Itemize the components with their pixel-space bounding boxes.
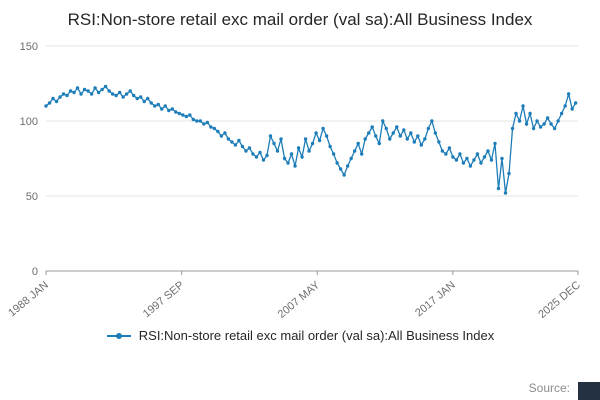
legend-label: RSI:Non-store retail exc mail order (val… <box>138 328 495 344</box>
svg-text:150: 150 <box>20 41 38 53</box>
chart-plot: 0 50 100 150 1988 JAN 1997 SEP 2007 MAY 2017 JA… <box>6 41 583 322</box>
svg-text:2017 JAN: 2017 JAN <box>413 280 458 320</box>
chart-title: RSI:Non-store retail exc mail order (val… <box>67 10 533 29</box>
svg-text:2025 DEC: 2025 DEC <box>536 280 583 322</box>
svg-text:100: 100 <box>20 116 38 128</box>
svg-text:0: 0 <box>32 266 38 278</box>
svg-text:1997 SEP: 1997 SEP <box>141 280 187 321</box>
svg-text:1988 JAN: 1988 JAN <box>6 280 51 320</box>
svg-text:2007 MAY: 2007 MAY <box>276 279 323 321</box>
corner-logo-fragment <box>578 382 600 400</box>
source-label: Source: <box>528 381 570 395</box>
legend-line-marker-icon <box>106 332 131 339</box>
svg-text:50: 50 <box>26 191 38 203</box>
chart-legend: RSI:Non-store retail exc mail order (val… <box>0 328 600 343</box>
